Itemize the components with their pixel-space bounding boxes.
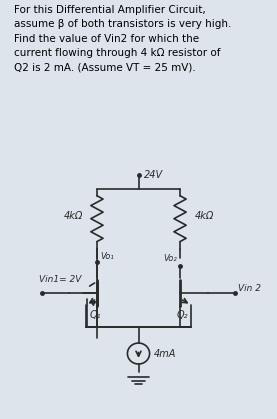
Text: 4kΩ: 4kΩ xyxy=(195,211,215,221)
Text: Vin1= 2V: Vin1= 2V xyxy=(39,275,81,284)
Text: Q₂: Q₂ xyxy=(177,310,189,320)
Text: Vo₂: Vo₂ xyxy=(163,254,177,263)
Text: Vo₁: Vo₁ xyxy=(100,251,114,261)
Text: 24V: 24V xyxy=(143,171,163,181)
Text: Vin 2: Vin 2 xyxy=(238,284,261,292)
Text: Q₁: Q₁ xyxy=(90,310,101,320)
Text: 4kΩ: 4kΩ xyxy=(64,211,83,221)
Text: For this Differential Amplifier Circuit,
assume β of both transistors is very hi: For this Differential Amplifier Circuit,… xyxy=(14,5,231,72)
Text: 4mA: 4mA xyxy=(154,349,176,359)
